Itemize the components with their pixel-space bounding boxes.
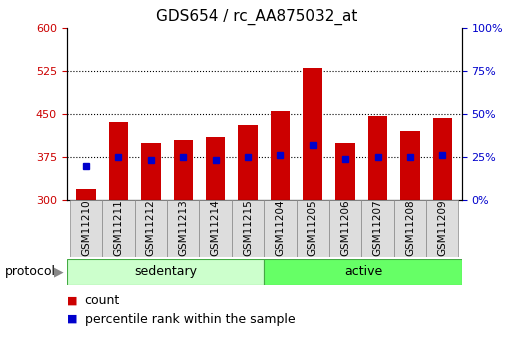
Bar <box>76 189 96 200</box>
Bar <box>393 200 426 257</box>
Bar <box>206 137 225 200</box>
Text: ▶: ▶ <box>54 265 64 278</box>
Bar <box>400 131 420 200</box>
Bar <box>67 259 264 285</box>
Bar <box>297 200 329 257</box>
Text: GSM11214: GSM11214 <box>211 199 221 256</box>
Bar <box>70 200 102 257</box>
Text: GSM11209: GSM11209 <box>437 199 447 256</box>
Bar <box>102 200 135 257</box>
Bar <box>232 200 264 257</box>
Bar <box>239 125 258 200</box>
Bar <box>135 200 167 257</box>
Text: GSM11204: GSM11204 <box>275 199 285 256</box>
Bar <box>200 200 232 257</box>
Bar <box>361 200 393 257</box>
Text: GSM11210: GSM11210 <box>81 199 91 256</box>
Bar <box>271 111 290 200</box>
Text: percentile rank within the sample: percentile rank within the sample <box>85 313 295 326</box>
Bar <box>173 140 193 200</box>
Text: GSM11206: GSM11206 <box>340 199 350 256</box>
Bar <box>303 68 323 200</box>
Bar <box>336 142 355 200</box>
Text: GSM11205: GSM11205 <box>308 199 318 256</box>
Text: GSM11207: GSM11207 <box>372 199 383 256</box>
Text: protocol: protocol <box>5 265 56 278</box>
Text: active: active <box>344 265 382 278</box>
Bar <box>432 118 452 200</box>
Bar <box>141 142 161 200</box>
Text: GSM11215: GSM11215 <box>243 199 253 256</box>
Text: GSM11211: GSM11211 <box>113 199 124 256</box>
Bar <box>329 200 361 257</box>
Bar <box>426 200 459 257</box>
Text: count: count <box>85 294 120 307</box>
Text: ■: ■ <box>67 314 77 324</box>
Text: GSM11208: GSM11208 <box>405 199 415 256</box>
Bar <box>368 116 387 200</box>
Text: sedentary: sedentary <box>134 265 197 278</box>
Bar <box>264 259 462 285</box>
Text: GDS654 / rc_AA875032_at: GDS654 / rc_AA875032_at <box>156 9 357 25</box>
Text: GSM11213: GSM11213 <box>178 199 188 256</box>
Text: ■: ■ <box>67 295 77 305</box>
Bar <box>264 200 297 257</box>
Bar <box>167 200 200 257</box>
Bar <box>109 122 128 200</box>
Text: GSM11212: GSM11212 <box>146 199 156 256</box>
